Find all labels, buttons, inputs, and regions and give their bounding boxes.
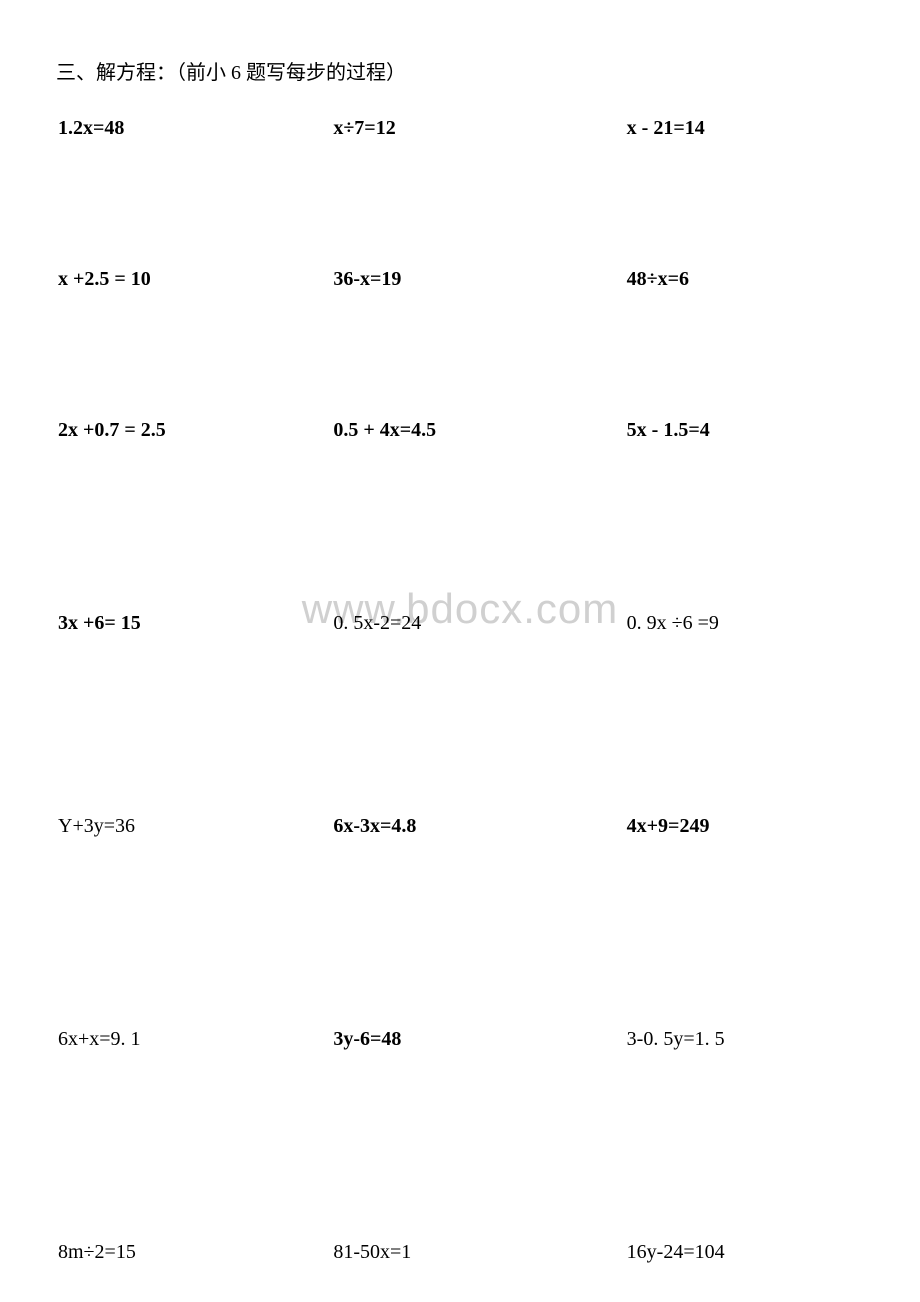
problem-row: Y+3y=366x-3x=4.84x+9=249 <box>50 815 870 838</box>
equation-problem: 3-0. 5y=1. 5 <box>597 1028 870 1051</box>
equation-problem: 3x +6= 15 <box>50 612 323 635</box>
equation-problem: 0.5 + 4x=4.5 <box>323 419 596 442</box>
problem-row: 3x +6= 150. 5x-2=240. 9x ÷6 =9 <box>50 612 870 635</box>
equation-problem: 2x +0.7 = 2.5 <box>50 419 323 442</box>
equation-problem: 4x+9=249 <box>597 815 870 838</box>
problem-row: 8m÷2=1581-50x=116y-24=104 <box>50 1241 870 1264</box>
equation-problem: 6x-3x=4.8 <box>323 815 596 838</box>
equation-problem: 5x - 1.5=4 <box>597 419 870 442</box>
equation-problem: Y+3y=36 <box>50 815 323 838</box>
equation-problem: 6x+x=9. 1 <box>50 1028 323 1051</box>
equation-problem: 8m÷2=15 <box>50 1241 323 1264</box>
equation-problem: x - 21=14 <box>597 117 870 140</box>
equation-problem: 48÷x=6 <box>597 268 870 291</box>
equation-problem: 1.2x=48 <box>50 117 323 140</box>
equation-problem: 16y-24=104 <box>597 1241 870 1264</box>
problem-grid-container: 1.2x=48x÷7=12x - 21=14 x +2.5 = 1036-x=19… <box>50 117 870 1264</box>
equation-problem: 0. 5x-2=24 <box>323 612 596 635</box>
section-title: 三、解方程：（前小 6 题写每步的过程） <box>56 56 870 85</box>
problem-row: x +2.5 = 1036-x=1948÷x=6 <box>50 268 870 291</box>
content-container: 三、解方程：（前小 6 题写每步的过程） 1.2x=48x÷7=12x - 21… <box>50 56 870 1264</box>
equation-problem: 3y-6=48 <box>323 1028 596 1051</box>
equation-problem: x +2.5 = 10 <box>50 268 323 291</box>
problem-row: 1.2x=48x÷7=12x - 21=14 <box>50 117 870 140</box>
equation-problem: 0. 9x ÷6 =9 <box>597 612 870 635</box>
equation-problem: 81-50x=1 <box>323 1241 596 1264</box>
problem-row: 2x +0.7 = 2.50.5 + 4x=4.55x - 1.5=4 <box>50 419 870 442</box>
problem-row: 6x+x=9. 13y-6=483-0. 5y=1. 5 <box>50 1028 870 1051</box>
equation-problem: x÷7=12 <box>323 117 596 140</box>
equation-problem: 36-x=19 <box>323 268 596 291</box>
